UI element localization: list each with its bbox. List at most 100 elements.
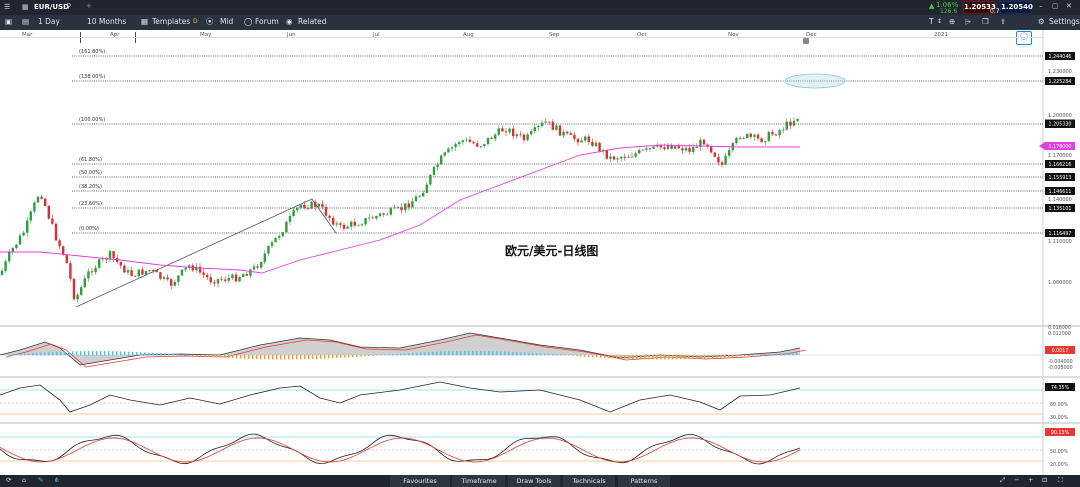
copy-icon[interactable]: ❐ (982, 17, 989, 26)
candle-body-95 (342, 224, 346, 229)
candle-body-47 (170, 279, 173, 286)
buy-price[interactable]: 1.20540 (1000, 1, 1033, 14)
zoom-out-icon[interactable]: − (1014, 476, 1020, 484)
candle-body-163 (587, 136, 590, 142)
chart-grid-icon[interactable]: ▦ (22, 3, 29, 11)
candle-body-31 (112, 251, 115, 259)
mid-badge: D (193, 18, 198, 25)
fib-price-3: 1.166216 (1049, 162, 1072, 168)
candle-body-191 (688, 147, 691, 152)
templates-button[interactable]: Templates (152, 17, 191, 26)
macd-hist-bar-22 (88, 351, 90, 356)
price-chart[interactable]: Mar Apr May Jun Jul Aug Sep Oct Nov Dec 2021 (161.8… (0, 30, 1080, 475)
menu-icon[interactable]: ☰ (4, 3, 11, 11)
sell-price[interactable]: 1.20533 (963, 1, 996, 14)
macd-axis-1: 0.012000 (1048, 331, 1071, 337)
settings-icon[interactable]: ⚙ (1038, 17, 1045, 26)
new-tab-button[interactable]: + (86, 2, 92, 10)
fib-label-6: (23.60%) (79, 201, 102, 207)
candle-body-214 (771, 132, 774, 135)
candle-body-10 (36, 196, 40, 203)
interval-selector[interactable]: 1 Day (38, 17, 60, 26)
forum-icon[interactable]: ◯ (244, 17, 253, 26)
tab-timeframe-label: Timeframe (461, 477, 497, 485)
macd-hist-bar-141 (564, 354, 566, 356)
pencil-icon[interactable]: ✎ (38, 476, 44, 484)
candle-body-109 (393, 207, 396, 209)
mid-icon[interactable]: ⦿ (206, 17, 214, 26)
symbol-title[interactable]: EUR/USD (34, 3, 69, 11)
candle-body-140 (504, 131, 508, 133)
refresh-icon[interactable]: ⟳ (6, 476, 12, 484)
magnet-icon[interactable]: ⋔ (54, 476, 60, 484)
reset-zoom-icon[interactable]: ⊡ (1042, 476, 1048, 484)
macd-hist-bar-79 (316, 355, 318, 359)
macd-hist-bar-159 (636, 355, 638, 360)
macd-hist-bar-64 (256, 355, 258, 360)
layout-icon[interactable]: ▤ (22, 17, 30, 26)
ma-price-label: 1.178000 (1049, 144, 1072, 150)
crosshair-icon[interactable]: ⊕ (949, 17, 956, 26)
zoom-in-icon[interactable]: + (1028, 476, 1034, 484)
macd-hist-bar-142 (568, 355, 570, 356)
macd-hist-bar-151 (604, 355, 606, 358)
macd-hist-bar-121 (484, 351, 486, 356)
tab-timeframe[interactable]: Timeframe (453, 475, 505, 487)
settings-button[interactable]: Settings (1049, 17, 1080, 26)
candle-body-33 (119, 261, 122, 266)
candle-body-71 (256, 266, 259, 268)
candle-body-65 (234, 274, 238, 282)
macd-hist-bar-63 (252, 355, 254, 359)
share-icon[interactable]: ⇪ (1000, 17, 1007, 26)
fib-price-box-3 (1045, 160, 1075, 168)
search-icon[interactable]: ⚲ (66, 2, 72, 10)
indicator-icon[interactable]: ⩥ (965, 17, 971, 26)
candle-body-201 (724, 155, 727, 165)
macd-hist-bar-1 (4, 354, 6, 356)
fullscreen-icon[interactable]: ⛶ (1058, 476, 1063, 484)
templates-icon[interactable]: ▦ (141, 17, 149, 26)
tab-favourites-label: Favourites (403, 477, 437, 485)
candle-body-26 (94, 267, 97, 273)
candle-body-49 (177, 275, 180, 282)
mid-button[interactable]: Mid (220, 17, 234, 26)
macd-hist-bar-164 (656, 355, 658, 360)
macd-hist-bar-2 (8, 354, 10, 356)
macd-hist-bar-186 (744, 355, 746, 357)
minimize-icon[interactable]: – (1039, 2, 1043, 10)
macd-hist-bar-140 (560, 354, 562, 356)
candle-body-42 (152, 270, 155, 271)
tab-patterns[interactable]: Patterns (618, 475, 670, 487)
macd-hist-bar-110 (440, 351, 442, 356)
macd-hist-bar-45 (180, 354, 182, 356)
candle-body-183 (659, 144, 662, 148)
macd-hist-bar-170 (680, 355, 682, 360)
close-icon[interactable]: ✕ (1066, 2, 1072, 10)
spread-value: 0.7 (990, 8, 1000, 15)
candle-body-146 (526, 134, 529, 141)
range-selector[interactable]: 10 Months (87, 17, 127, 26)
lock-icon[interactable]: ⌂ (22, 476, 27, 484)
macd-hist-bar-153 (612, 355, 614, 359)
related-icon[interactable]: ◉ (286, 17, 293, 26)
macd-hist-bar-183 (732, 355, 734, 357)
related-button[interactable]: Related (298, 17, 327, 26)
macd-hist-bar-105 (420, 352, 422, 356)
macd-hist-bar-196 (784, 353, 786, 356)
panel-toggle-icon[interactable]: ▣ (5, 17, 13, 26)
expand-icon[interactable]: ⤢ (1000, 476, 1006, 484)
maximize-icon[interactable]: ▢ (1052, 2, 1059, 10)
candle-body-87 (314, 201, 317, 207)
candle-body-174 (627, 156, 630, 158)
candle-body-108 (389, 208, 392, 215)
candle-body-124 (447, 148, 450, 153)
candle-body-178 (641, 149, 644, 151)
candle-body-40 (144, 270, 148, 275)
tab-favourites[interactable]: Favourites (390, 475, 450, 487)
macd-hist-bar-66 (264, 355, 266, 360)
text-tool-button[interactable]: T (929, 17, 934, 26)
tab-draw-tools[interactable]: Draw Tools (508, 475, 560, 487)
tab-technicals[interactable]: Technicals (563, 475, 615, 487)
macd-hist-bar-65 (260, 355, 262, 360)
forum-button[interactable]: Forum (255, 17, 279, 26)
